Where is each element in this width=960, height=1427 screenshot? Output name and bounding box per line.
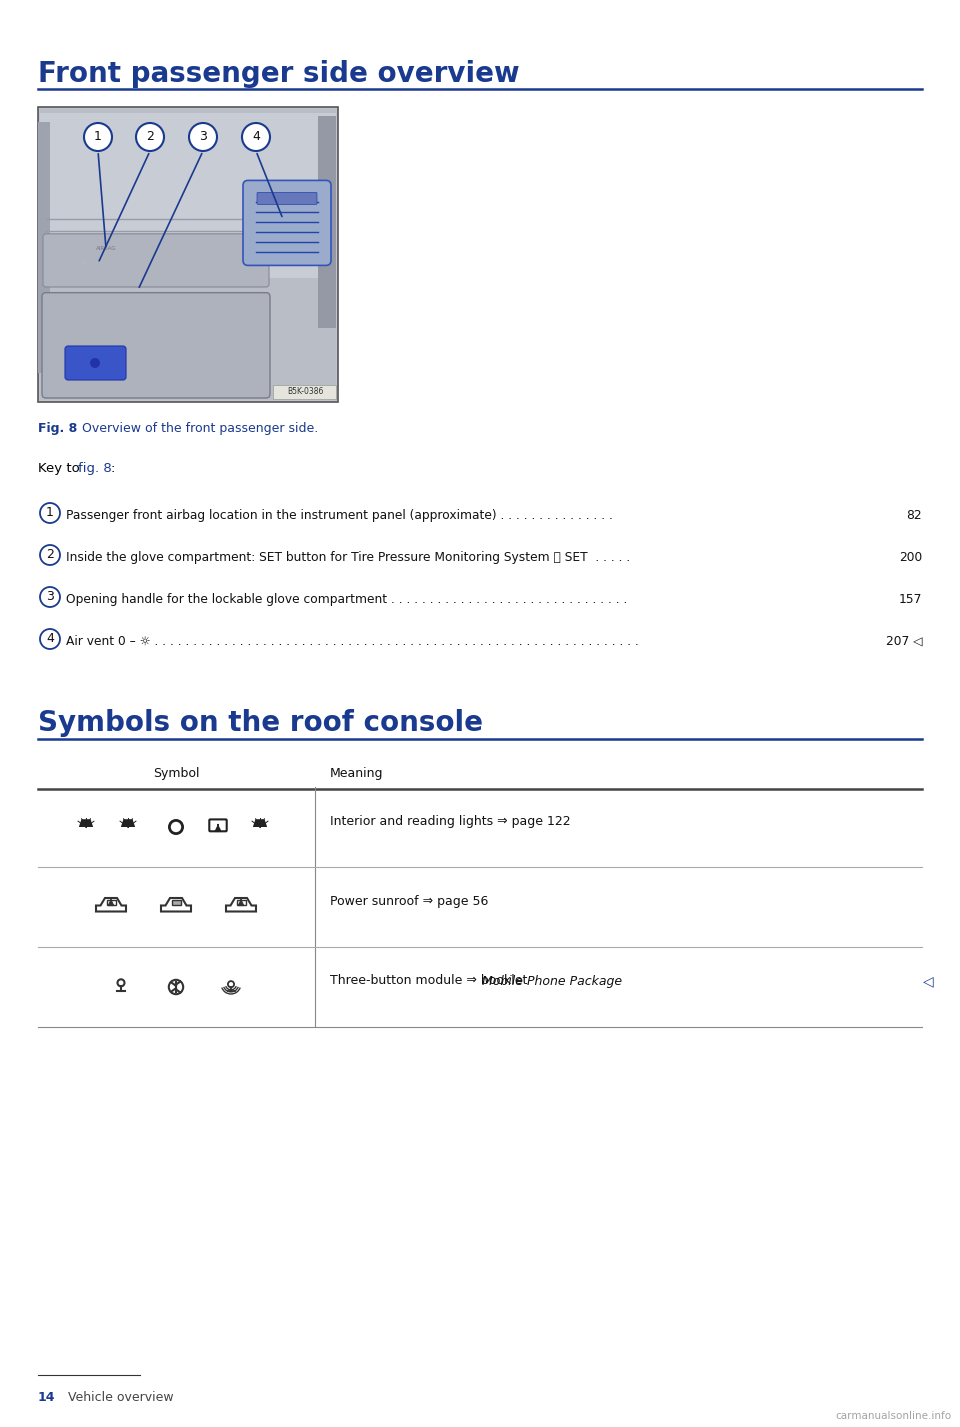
Text: Key to: Key to [38,462,84,475]
Text: Overview of the front passenger side.: Overview of the front passenger side. [74,422,319,435]
FancyBboxPatch shape [38,121,50,372]
Polygon shape [121,819,135,828]
Text: Symbol: Symbol [153,766,200,781]
FancyBboxPatch shape [209,819,227,832]
FancyBboxPatch shape [40,113,336,278]
Circle shape [40,502,60,524]
Text: ◁: ◁ [924,975,934,987]
Circle shape [84,123,112,151]
Circle shape [189,123,217,151]
Text: 157: 157 [899,594,922,606]
Text: Mobile Phone Package: Mobile Phone Package [482,975,622,987]
Circle shape [136,123,164,151]
Text: AIRBAG: AIRBAG [96,245,116,251]
Text: :: : [110,462,114,475]
FancyBboxPatch shape [318,116,336,328]
Text: 82: 82 [906,509,922,522]
FancyBboxPatch shape [273,385,336,400]
FancyBboxPatch shape [65,345,126,380]
Text: 1: 1 [94,130,102,144]
Circle shape [40,545,60,565]
Text: 4: 4 [252,130,260,144]
Polygon shape [252,819,267,828]
Text: 207 ◁: 207 ◁ [885,635,922,648]
Text: Opening handle for the lockable glove compartment . . . . . . . . . . . . . . . : Opening handle for the lockable glove co… [66,594,628,606]
Text: 2: 2 [146,130,154,144]
Text: Interior and reading lights ⇒ page 122: Interior and reading lights ⇒ page 122 [330,815,570,828]
Text: carmanualsonline.info: carmanualsonline.info [836,1411,952,1421]
Text: 4: 4 [46,632,54,645]
Text: 3: 3 [199,130,207,144]
FancyBboxPatch shape [243,180,331,265]
FancyBboxPatch shape [236,900,246,905]
Text: Meaning: Meaning [330,766,383,781]
FancyBboxPatch shape [107,900,115,905]
Text: Power sunroof ⇒ page 56: Power sunroof ⇒ page 56 [330,895,489,908]
Text: Air vent 0 – ☼ . . . . . . . . . . . . . . . . . . . . . . . . . . . . . . . . .: Air vent 0 – ☼ . . . . . . . . . . . . .… [66,635,638,648]
Text: Fig. 8: Fig. 8 [38,422,77,435]
FancyBboxPatch shape [172,900,180,905]
Text: fig. 8: fig. 8 [78,462,111,475]
Text: 1: 1 [46,507,54,519]
FancyBboxPatch shape [42,293,270,398]
Text: B5K-0386: B5K-0386 [287,388,324,397]
Text: 200: 200 [899,551,922,564]
FancyBboxPatch shape [257,193,317,204]
Text: Symbols on the roof console: Symbols on the roof console [38,709,483,736]
Text: Vehicle overview: Vehicle overview [68,1391,174,1404]
Text: SET: SET [81,261,91,265]
Circle shape [242,123,270,151]
Text: Inside the glove compartment: SET button for Tire Pressure Monitoring System Ⓛ S: Inside the glove compartment: SET button… [66,551,631,564]
Text: 14: 14 [38,1391,56,1404]
Text: Front passenger side overview: Front passenger side overview [38,60,519,88]
Circle shape [40,586,60,606]
Circle shape [90,358,100,368]
Text: 3: 3 [46,591,54,604]
Polygon shape [79,819,93,828]
Text: 2: 2 [46,548,54,561]
FancyBboxPatch shape [38,107,338,402]
Text: Three-button module ⇒ booklet: Three-button module ⇒ booklet [330,975,532,987]
Text: Passenger front airbag location in the instrument panel (approximate) . . . . . : Passenger front airbag location in the i… [66,509,612,522]
Circle shape [40,629,60,649]
FancyBboxPatch shape [43,234,269,287]
FancyBboxPatch shape [40,108,336,400]
